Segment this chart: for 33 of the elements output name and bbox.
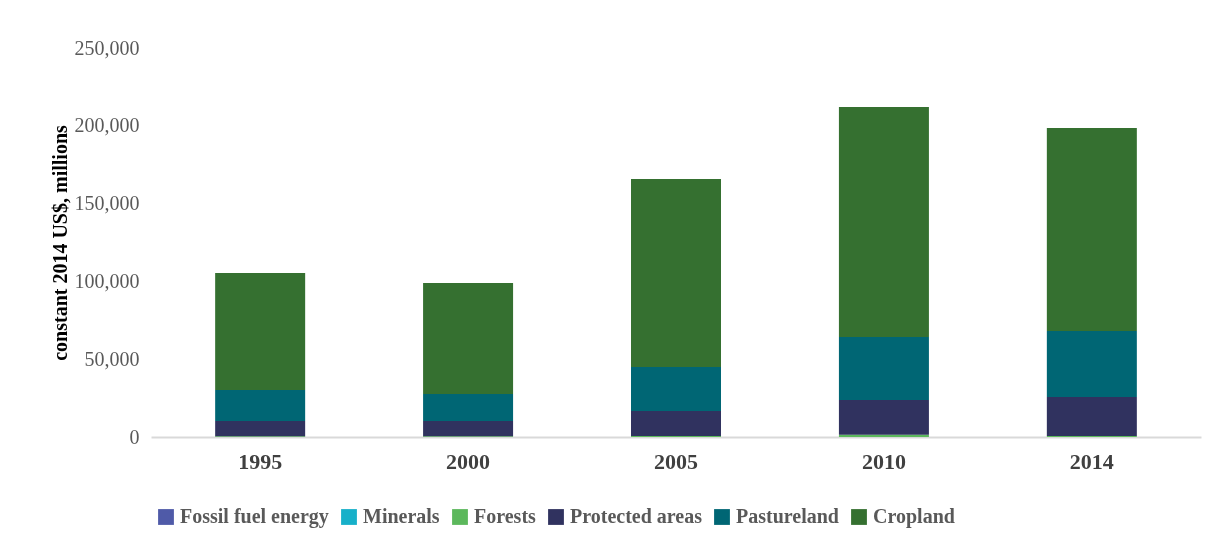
y-axis-title: constant 2014 US$, millions	[48, 124, 71, 361]
x-tick-label: 2005	[654, 448, 698, 474]
bar	[838, 336, 929, 400]
bar	[423, 420, 514, 437]
legend-label: Pastureland	[736, 505, 839, 527]
bar	[631, 366, 721, 412]
bar	[423, 394, 514, 421]
legend-label: Protected areas	[570, 505, 703, 527]
bar	[1046, 331, 1137, 398]
x-tick-label: 2010	[861, 448, 906, 474]
bar	[215, 420, 306, 437]
bar	[1046, 127, 1137, 332]
y-tick-label: 250,000	[74, 36, 140, 59]
legend-label: Minerals	[363, 505, 440, 527]
y-tick-label: 0	[129, 425, 140, 448]
bar	[215, 273, 306, 391]
y-tick-label: 150,000	[74, 192, 140, 215]
bar	[631, 411, 721, 436]
x-tick-label: 2014	[1069, 448, 1114, 474]
legend-label: Fossil fuel energy	[180, 505, 329, 528]
y-tick-label: 50,000	[84, 347, 140, 370]
bar	[1046, 397, 1137, 436]
x-tick-label: 2000	[446, 448, 491, 474]
bar	[838, 106, 929, 337]
legend-label: Cropland	[873, 505, 955, 528]
y-tick-label: 200,000	[74, 114, 140, 137]
bar	[215, 390, 306, 421]
bar	[423, 282, 514, 395]
y-tick-label: 100,000	[74, 269, 140, 292]
bar	[838, 399, 929, 435]
bar	[631, 179, 721, 367]
legend-label: Forests	[474, 505, 537, 527]
x-tick-label: 1995	[238, 448, 283, 474]
